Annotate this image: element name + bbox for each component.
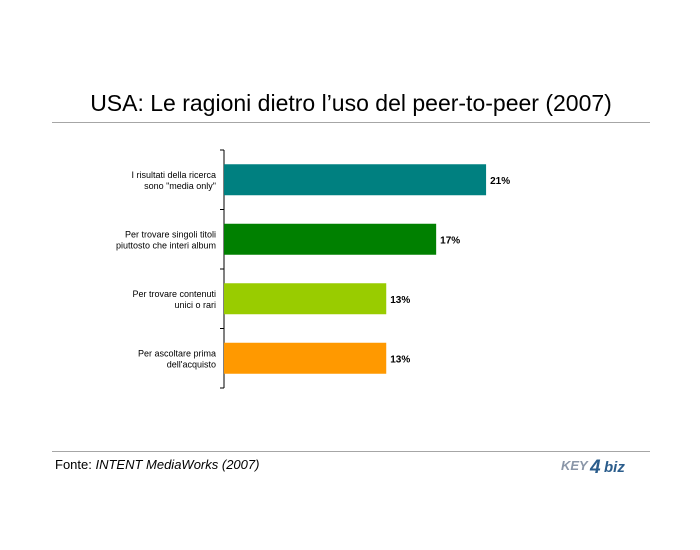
category-label-1: I risultati della ricerca sono "media onl… — [131, 170, 216, 191]
data-label-1: 21% — [490, 176, 510, 187]
bar-4 — [224, 342, 387, 374]
logo-text-key: KEY — [561, 458, 589, 473]
source-prefix: Fonte: — [55, 457, 96, 472]
category-label-3: Per trovare contenuti unici o rari — [132, 289, 216, 310]
footer-divider — [52, 451, 650, 452]
title-divider — [52, 122, 650, 123]
data-label-4: 13% — [390, 354, 410, 365]
data-label-2: 17% — [440, 235, 460, 246]
category-label-4: Per ascoltare prima dell'acquisto — [138, 348, 216, 369]
logo-text-4: 4 — [589, 457, 601, 476]
data-label-3: 13% — [390, 295, 410, 306]
logo-text-biz: biz — [604, 459, 625, 476]
source-name: INTENT MediaWorks (2007) — [95, 457, 260, 472]
page-title: USA: Le ragioni dietro l’uso del peer-to… — [90, 90, 612, 116]
category-label-2: Per trovare singoli titoli piuttosto che … — [116, 229, 216, 250]
bar-2 — [224, 223, 437, 255]
bar-3 — [224, 283, 387, 315]
key4biz-logo: KEY 4 biz — [561, 457, 625, 476]
bar-1 — [224, 164, 487, 196]
source-note: Fonte: INTENT MediaWorks (2007) — [55, 457, 259, 472]
